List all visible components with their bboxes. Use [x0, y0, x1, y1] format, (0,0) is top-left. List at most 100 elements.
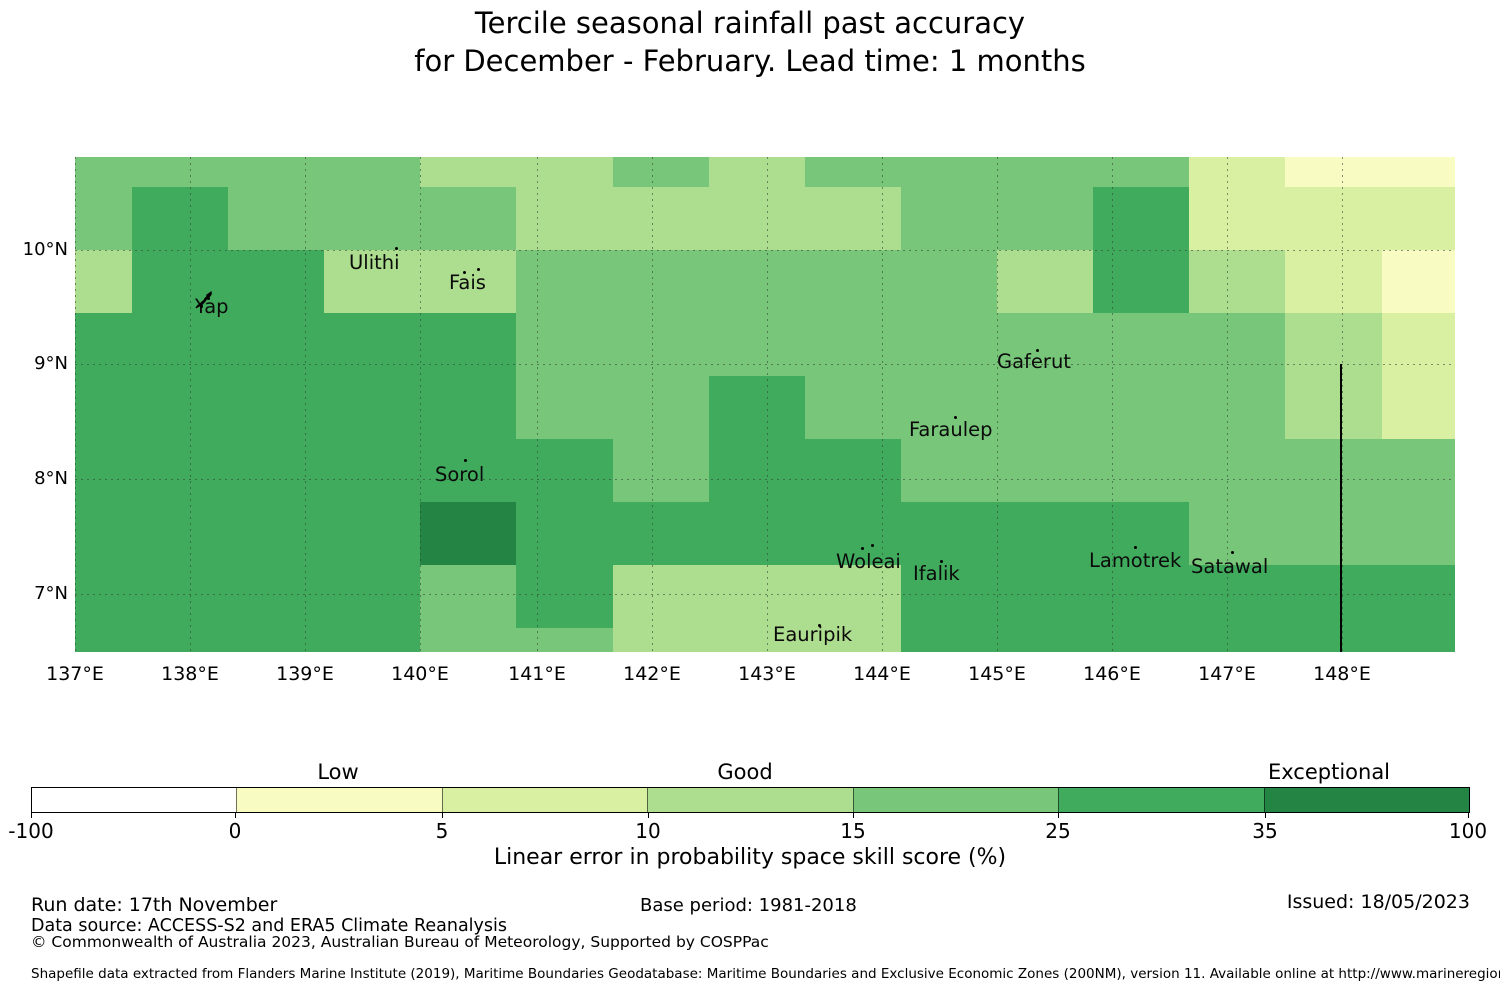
- grid-cell: [997, 313, 1093, 376]
- grid-cell: [805, 187, 901, 250]
- colorbar-tick-mark: [648, 813, 649, 818]
- grid-cell: [1382, 439, 1455, 502]
- grid-cell: [613, 502, 709, 565]
- map-plot-area: Yap Ulithi Fais Sorol Gaferut Faraulep Woleai I…: [75, 157, 1455, 652]
- grid-cell: [132, 250, 228, 313]
- grid-cell: [613, 157, 709, 187]
- grid-cell: [228, 313, 324, 376]
- latitude-gridline: [75, 479, 1455, 480]
- grid-cell: [75, 313, 132, 376]
- grid-cell: [1093, 439, 1189, 502]
- island-marker-dot: [477, 268, 480, 271]
- grid-cell: [805, 376, 901, 439]
- grid-cell: [420, 250, 516, 313]
- grid-cell: [516, 628, 613, 652]
- grid-cell: [1093, 565, 1189, 628]
- grid-cell: [613, 439, 709, 502]
- grid-cell: [805, 628, 901, 652]
- grid-cell: [132, 376, 228, 439]
- grid-cell: [420, 376, 516, 439]
- colorbar-tick-mark: [442, 813, 443, 818]
- colorbar-tick-label: 35: [1252, 819, 1278, 843]
- x-axis-tick-label: 139°E: [276, 663, 334, 685]
- x-axis-tick-label: 144°E: [853, 663, 911, 685]
- y-axis-tick-label: 9°N: [34, 353, 68, 374]
- footer-copyright: © Commonwealth of Australia 2023, Austra…: [31, 933, 769, 951]
- colorbar-zone-label-low: Low: [317, 760, 359, 784]
- island-marker-dot: [861, 547, 864, 550]
- grid-cell: [1285, 250, 1382, 313]
- grid-cell: [805, 502, 901, 565]
- longitude-gridline: [537, 157, 538, 652]
- island-marker-dot: [954, 416, 957, 419]
- grid-cell: [709, 502, 805, 565]
- x-axis-tick-label: 137°E: [46, 663, 104, 685]
- grid-cell: [1189, 313, 1285, 376]
- island-label-faraulep: Faraulep: [909, 418, 993, 441]
- colorbar-segment-g2: [852, 788, 1059, 812]
- grid-cell: [1093, 250, 1189, 313]
- grid-cell: [901, 250, 997, 313]
- grid-cell: [1285, 157, 1382, 187]
- grid-cell: [901, 187, 997, 250]
- grid-cell: [709, 313, 805, 376]
- island-label-eauripik: Eauripik: [773, 623, 853, 646]
- grid-cell: [805, 439, 901, 502]
- island-label-woleai: Woleai: [836, 550, 901, 573]
- footer-base-period: Base period: 1981-2018: [640, 895, 857, 916]
- grid-cell: [228, 157, 324, 187]
- grid-cell: [1189, 187, 1285, 250]
- grid-cell: [1285, 187, 1382, 250]
- colorbar-tick-mark: [1058, 813, 1059, 818]
- grid-cell: [1189, 565, 1285, 628]
- longitude-gridline: [882, 157, 883, 652]
- x-axis-tick-label: 141°E: [508, 663, 566, 685]
- island-label-gaferut: Gaferut: [997, 350, 1071, 373]
- island-marker-dot: [1134, 546, 1137, 549]
- colorbar-tick-label: 15: [840, 819, 866, 843]
- grid-cell: [1093, 187, 1189, 250]
- colorbar-zone-label-good: Good: [717, 760, 773, 784]
- colorbar: [31, 787, 1470, 813]
- grid-cell: [516, 439, 613, 502]
- grid-cell: [709, 439, 805, 502]
- grid-cell: [1093, 376, 1189, 439]
- grid-cell: [709, 187, 805, 250]
- grid-cell: [516, 157, 613, 187]
- grid-cell: [709, 250, 805, 313]
- colorbar-tick-mark: [1265, 813, 1266, 818]
- grid-cell: [997, 250, 1093, 313]
- grid-cell: [1382, 376, 1455, 439]
- grid-cell: [613, 187, 709, 250]
- y-axis-tick-label: 8°N: [34, 468, 68, 489]
- grid-cell: [420, 157, 516, 187]
- colorbar-tick-label: 25: [1045, 819, 1071, 843]
- grid-cell: [613, 565, 709, 628]
- island-label-ulithi: Ulithi: [349, 251, 400, 274]
- grid-cell: [613, 376, 709, 439]
- grid-cell: [420, 439, 516, 502]
- footer-data-source: Data source: ACCESS-S2 and ERA5 Climate …: [31, 916, 507, 936]
- grid-cell: [324, 376, 420, 439]
- x-axis-tick-label: 148°E: [1313, 663, 1371, 685]
- grid-cell: [420, 187, 516, 250]
- grid-cell: [1189, 157, 1285, 187]
- island-marker-dot: [395, 247, 398, 250]
- grid-cell: [420, 502, 516, 565]
- grid-cell: [228, 502, 324, 565]
- grid-cell: [1382, 187, 1455, 250]
- grid-cell: [901, 376, 997, 439]
- grid-cell: [805, 157, 901, 187]
- grid-cell: [516, 187, 613, 250]
- grid-cell: [1285, 565, 1382, 628]
- longitude-gridline: [767, 157, 768, 652]
- grid-cell: [420, 628, 516, 652]
- island-marker-dot: [871, 544, 874, 547]
- island-marker-dot: [200, 305, 203, 308]
- longitude-gridline: [1342, 157, 1343, 652]
- footer-shapefile-note: Shapefile data extracted from Flanders M…: [31, 966, 1500, 982]
- grid-cell: [1093, 157, 1189, 187]
- grid-cell: [75, 157, 132, 187]
- colorbar-tick-label: 100: [1448, 819, 1488, 843]
